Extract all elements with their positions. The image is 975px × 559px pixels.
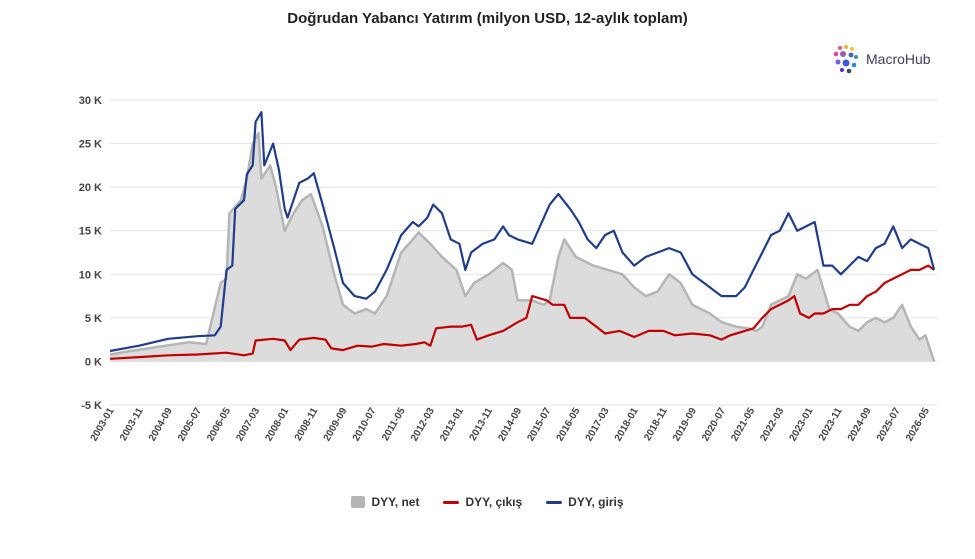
x-tick-label: 2021-05 [729, 406, 757, 444]
x-tick-label: 2013-11 [468, 406, 496, 443]
x-tick-label: 2023-11 [817, 406, 845, 443]
series-line-inflow [109, 111, 936, 353]
y-tick-label: 30 K [79, 95, 102, 107]
y-tick-label: 20 K [79, 182, 102, 194]
y-tick-label: -5 K [81, 400, 102, 412]
x-tick-label: 2017-03 [584, 406, 612, 444]
y-tick-label: 15 K [79, 226, 102, 238]
x-tick-label: 2008-01 [263, 406, 291, 444]
x-tick-label: 2023-01 [788, 406, 816, 444]
x-tick-label: 2019-09 [671, 406, 699, 444]
legend-item[interactable]: DYY, giriş [546, 494, 624, 510]
x-tick-label: 2022-03 [758, 406, 786, 444]
legend-swatch [351, 496, 366, 509]
legend-label: DYY, net [371, 495, 420, 510]
x-tick-label: 2014-09 [496, 406, 524, 444]
series-line-net [109, 131, 936, 362]
x-tick-label: 2024-09 [846, 406, 874, 444]
x-tick-label: 2004-09 [147, 406, 175, 444]
legend-label: DYY, giriş [568, 495, 624, 510]
x-tick-label: 2008-11 [293, 406, 321, 443]
x-tick-label: 2006-05 [205, 406, 233, 444]
logo-dots-icon [833, 45, 858, 74]
legend-item[interactable]: DYY, net [351, 494, 419, 509]
macrohub-logo: MacroHub [832, 44, 942, 76]
legend-swatch [443, 500, 460, 504]
x-tick-label: 2018-11 [642, 406, 670, 443]
y-tick-label: 10 K [79, 269, 102, 281]
legend-label: DYY, çıkış [465, 495, 523, 510]
x-tick-label: 2003-11 [118, 406, 146, 443]
series-line-outflow [109, 264, 935, 360]
x-tick-label: 2005-07 [176, 406, 204, 444]
chart-legend: DYY, net DYY, çıkış DYY, giriş [0, 494, 975, 509]
y-tick-label: 25 K [79, 139, 102, 151]
x-tick-label: 2015-07 [526, 406, 554, 444]
legend-swatch [546, 500, 563, 504]
legend-item[interactable]: DYY, çıkış [443, 494, 522, 509]
x-tick-label: 2013-01 [438, 406, 466, 444]
x-tick-label: 2012-03 [409, 406, 437, 444]
x-tick-label: 2010-07 [351, 406, 379, 444]
x-tick-label: 2018-01 [613, 406, 641, 444]
x-tick-label: 2016-05 [555, 406, 583, 444]
y-tick-label: 5 K [85, 313, 102, 325]
x-tick-label: 2025-07 [875, 406, 903, 444]
y-tick-label: 0 K [85, 356, 102, 368]
x-tick-label: 2020-07 [700, 406, 728, 444]
logo-text: MacroHub [866, 51, 931, 67]
x-tick-label: 2009-09 [322, 406, 350, 444]
x-tick-label: 2007-03 [234, 406, 262, 444]
x-tick-label: 2011-05 [380, 406, 408, 443]
chart-title: Doğrudan Yabancı Yatırım (milyon USD, 12… [287, 10, 688, 27]
x-tick-label: 2026-05 [904, 406, 932, 444]
series-area-net [110, 133, 935, 362]
